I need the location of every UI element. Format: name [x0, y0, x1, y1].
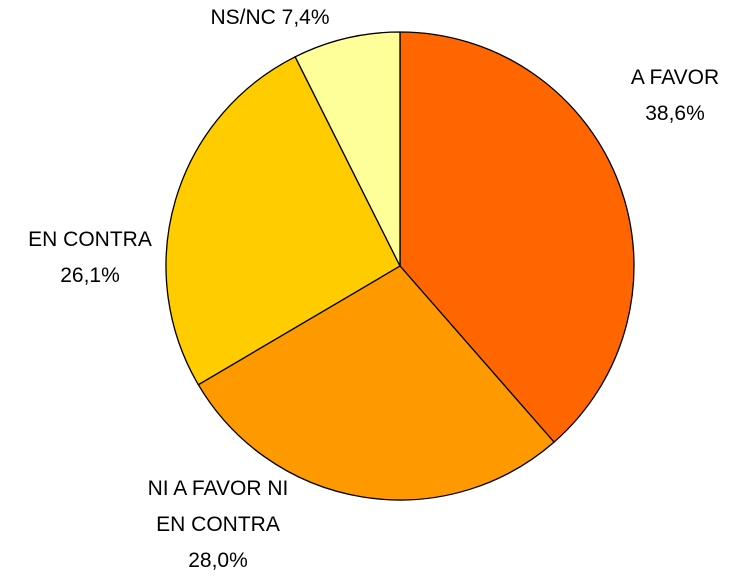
category-label: NS/NC	[210, 6, 276, 29]
category-label: A FAVOR	[630, 66, 720, 89]
slice-label: NS/NC 7,4%	[180, 0, 360, 36]
value-label: 26,1%	[60, 264, 120, 287]
value-label: 7,4%	[281, 6, 330, 29]
pie-slice	[165, 56, 401, 386]
slice-label: A FAVOR 38,6%	[600, 60, 738, 132]
pie-slice	[294, 31, 401, 267]
category-label: EN CONTRA	[28, 228, 152, 251]
pie-slice	[399, 31, 635, 443]
value-label: 28,0%	[188, 549, 248, 572]
slice-label: EN CONTRA 26,1%	[10, 222, 170, 294]
value-label: 38,6%	[645, 102, 705, 125]
category-label: NI A FAVOR NI EN CONTRA	[147, 477, 289, 536]
pie-slice	[197, 265, 555, 501]
slice-label: NI A FAVOR NI EN CONTRA 28,0%	[143, 471, 293, 579]
